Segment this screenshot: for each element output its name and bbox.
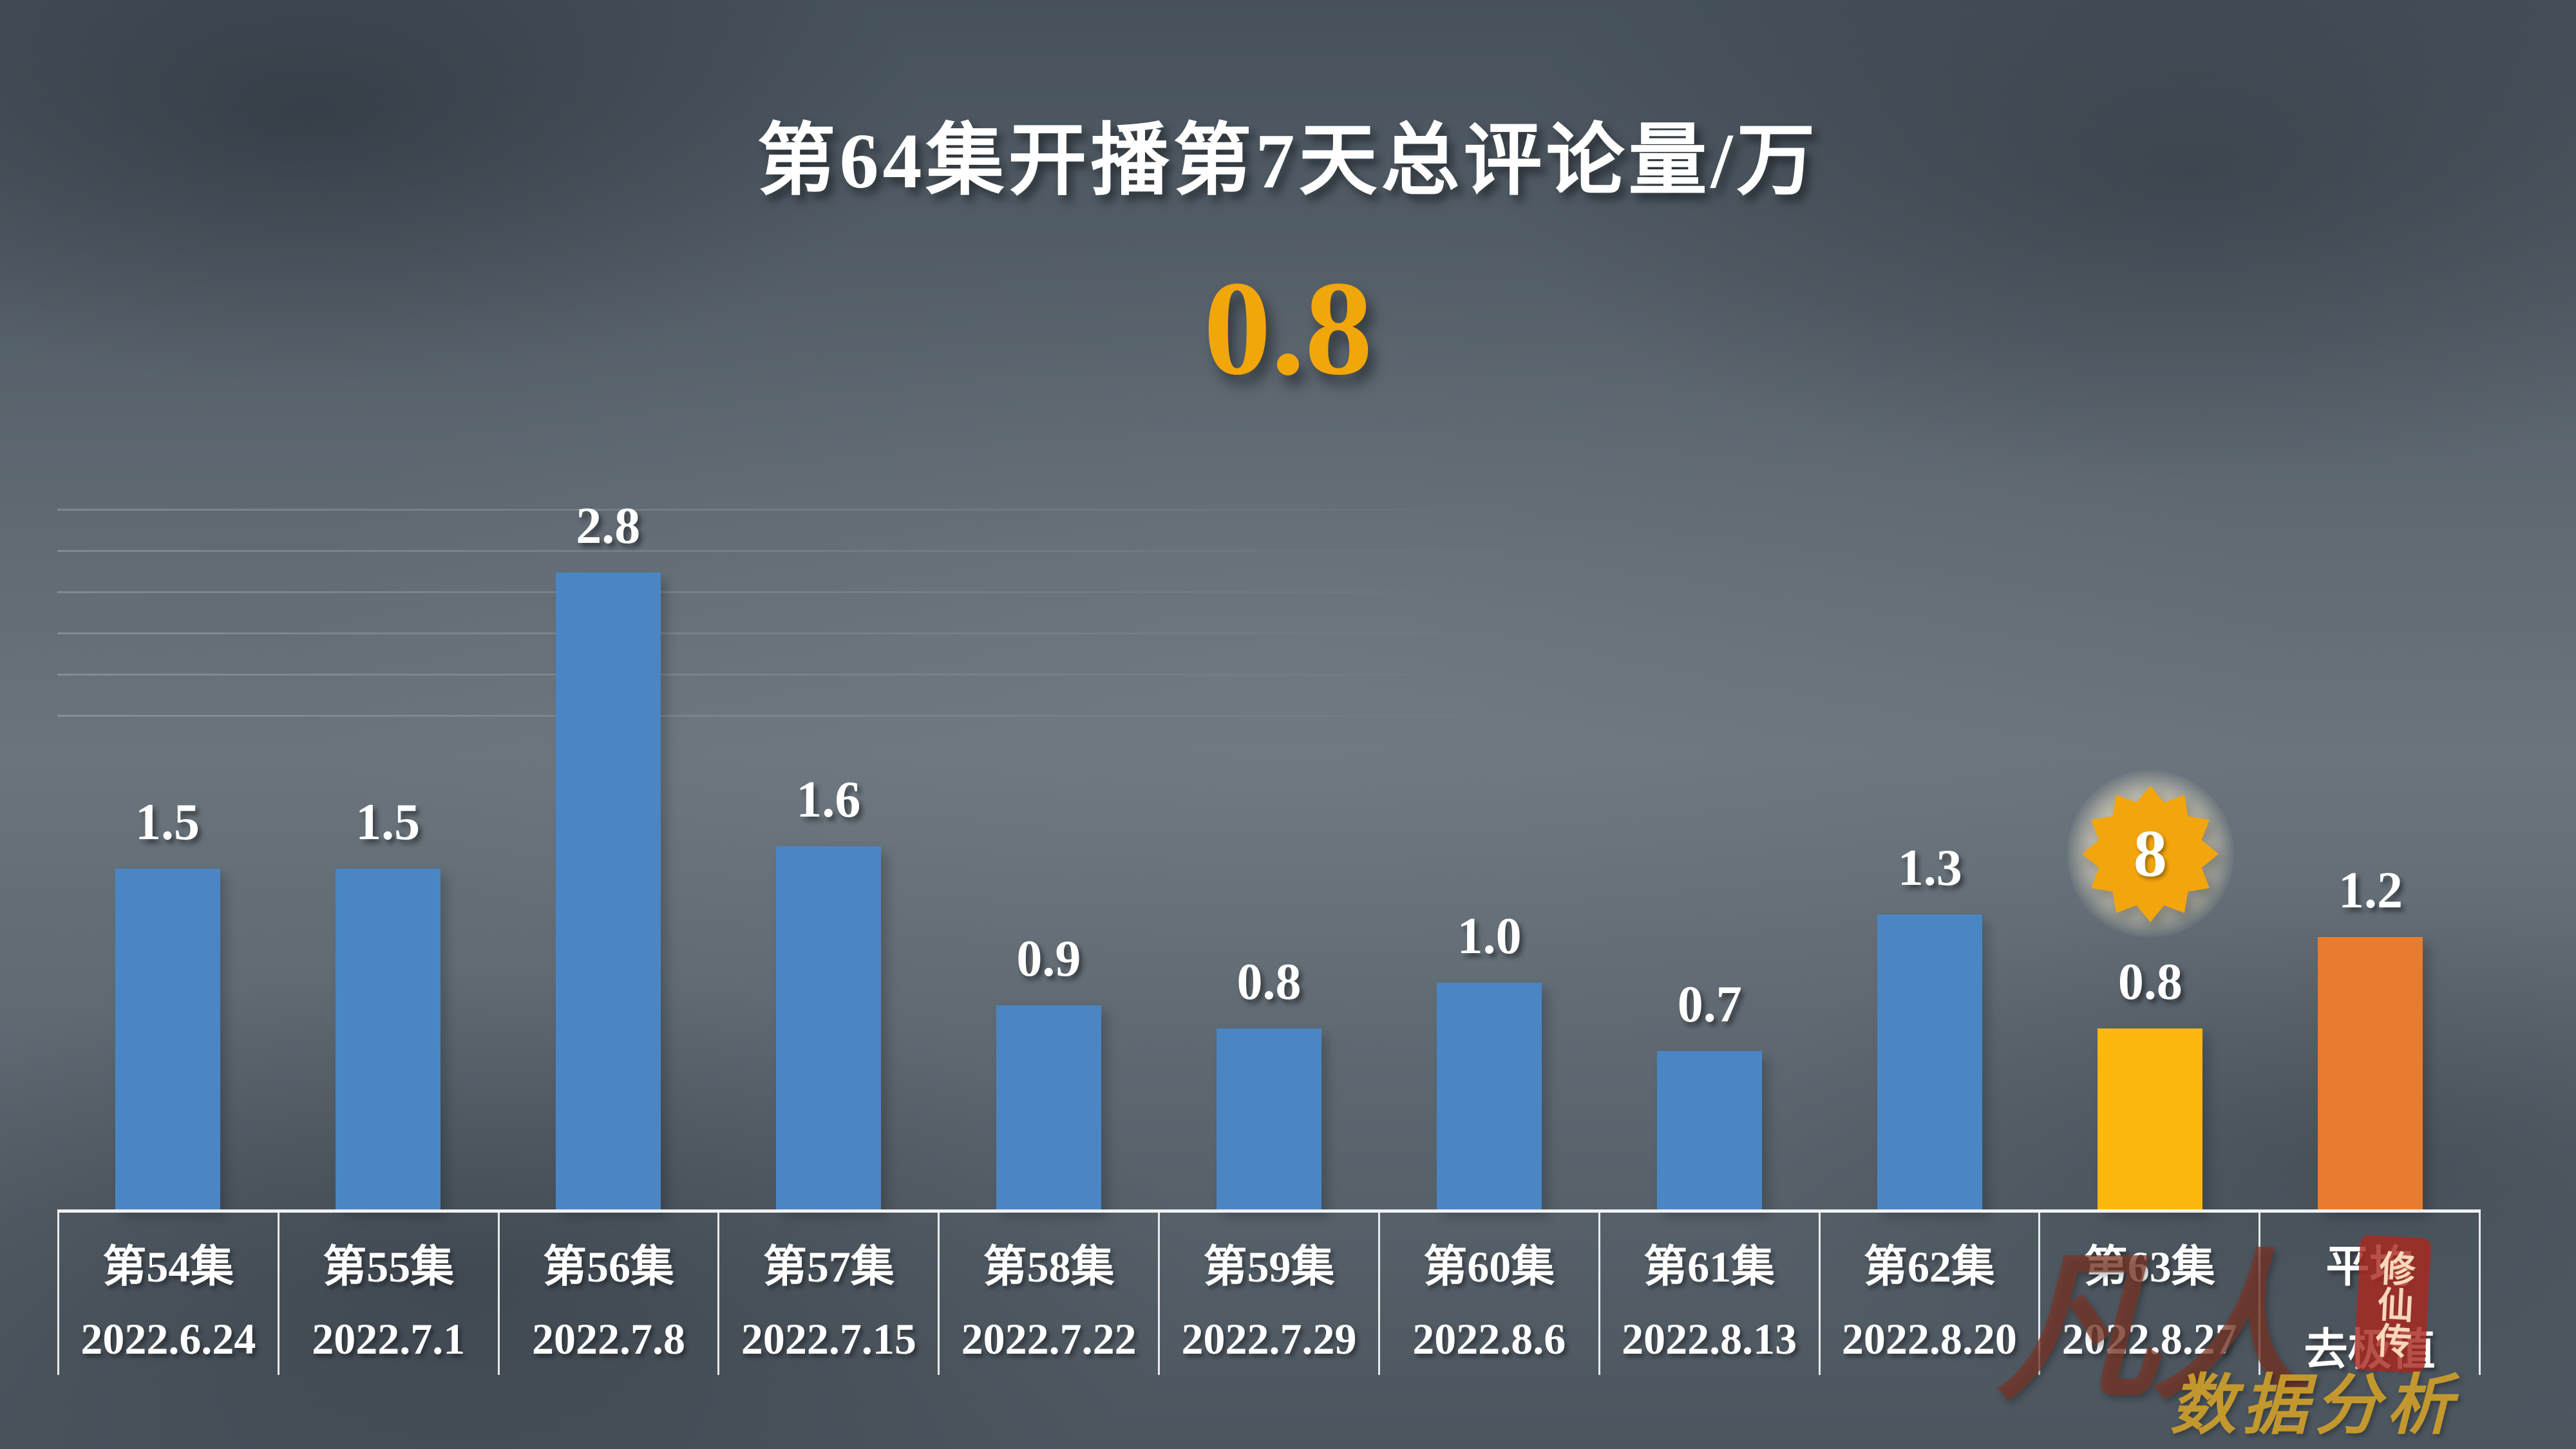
x-axis-label-cell: 第55集 2022.7.1 <box>277 1213 498 1375</box>
chart-column: 8 0.8 <box>2040 438 2260 1211</box>
bar <box>1877 914 1983 1211</box>
x-axis-label-cell: 第57集 2022.7.15 <box>717 1213 938 1375</box>
x-axis-line <box>57 1209 2481 1213</box>
x-axis-label-cell: 第61集 2022.8.13 <box>1598 1213 1819 1375</box>
episode-label: 第59集 <box>1203 1242 1335 1291</box>
bar-value-label: 0.8 <box>2117 953 2183 1010</box>
chart-title: 第64集开播第7天总评论量/万 <box>757 118 1819 205</box>
bar <box>996 1005 1101 1211</box>
x-axis-label-cell: 第62集 2022.8.20 <box>1818 1213 2039 1375</box>
episode-label: 第60集 <box>1423 1242 1555 1291</box>
date-label: 2022.7.8 <box>532 1314 686 1363</box>
chart-column: 1.2 <box>2260 438 2481 1211</box>
chart-column: 1.5 <box>57 438 278 1211</box>
bar <box>115 869 220 1211</box>
gridline <box>57 509 1803 511</box>
x-axis-label-cell: 第54集 2022.6.24 <box>57 1213 278 1375</box>
bar-value-label: 0.8 <box>1236 953 1302 1010</box>
episode-label: 第57集 <box>762 1242 895 1291</box>
bar <box>2318 937 2423 1211</box>
chart-column: 0.7 <box>1600 438 1820 1211</box>
gridline <box>57 550 1803 552</box>
bar-value-label: 0.9 <box>1016 931 1081 988</box>
gridline <box>57 591 1803 593</box>
chart-column: 0.8 <box>1159 438 1379 1211</box>
date-label: 2022.8.27 <box>2061 1314 2237 1363</box>
bar-value-label: 2.8 <box>576 497 641 554</box>
chart-column: 0.9 <box>938 438 1159 1211</box>
x-axis-label-cell: 第58集 2022.7.22 <box>938 1213 1158 1375</box>
episode-label: 第63集 <box>2083 1242 2215 1291</box>
bar-value-label: 1.6 <box>796 771 861 828</box>
episode-label: 第54集 <box>102 1242 234 1291</box>
episode-label: 第62集 <box>1863 1242 1995 1291</box>
date-label: 2022.8.13 <box>1622 1314 1797 1363</box>
starburst-icon <box>2081 785 2219 922</box>
date-label: 2022.7.1 <box>312 1314 466 1363</box>
bar-value-label: 1.5 <box>135 794 200 851</box>
chart-column: 1.5 <box>278 438 498 1211</box>
highlight-badge: 8 <box>2066 770 2234 938</box>
date-label: 2022.7.29 <box>1181 1314 1357 1363</box>
episode-label: 第55集 <box>323 1242 455 1291</box>
episode-label: 平均 <box>2325 1242 2414 1291</box>
gridline <box>57 632 1803 634</box>
chart-column: 1.6 <box>718 438 938 1211</box>
x-axis-label-cell: 第59集 2022.7.29 <box>1158 1213 1378 1375</box>
date-label: 2022.7.22 <box>961 1314 1137 1363</box>
date-label: 2022.6.24 <box>80 1314 256 1363</box>
bar-value-label: 1.5 <box>355 794 421 851</box>
bar-columns: 1.5 1.5 2.8 1.6 0.9 0.8 1.0 0.7 1.3 8 0.8 1.2 <box>57 438 2481 1211</box>
chart-column: 1.0 <box>1379 438 1600 1211</box>
bar <box>775 846 881 1211</box>
date-label: 2022.8.6 <box>1412 1314 1566 1363</box>
chart-column: 2.8 <box>498 438 718 1211</box>
x-axis-label-cell: 第56集 2022.7.8 <box>497 1213 718 1375</box>
headline-value: 0.8 <box>1203 254 1373 403</box>
episode-label: 第58集 <box>983 1242 1115 1291</box>
gridline <box>57 715 1803 717</box>
bar-value-label: 1.0 <box>1457 908 1522 965</box>
chart-column: 1.3 <box>1820 438 2040 1211</box>
gridline <box>57 674 1803 676</box>
episode-label: 第61集 <box>1643 1242 1776 1291</box>
date-label: 去极值 <box>2304 1325 2436 1374</box>
x-axis-label-cell: 平均 去极值 <box>2259 1213 2481 1375</box>
x-axis-label-cell: 第60集 2022.8.6 <box>1378 1213 1598 1375</box>
bar-chart: 1.5 1.5 2.8 1.6 0.9 0.8 1.0 0.7 1.3 8 0.8 1.2 <box>57 438 2481 1211</box>
bar <box>1657 1051 1763 1211</box>
bar <box>2098 1028 2203 1211</box>
x-axis-labels: 第54集 2022.6.24 第55集 2022.7.1 第56集 2022.7.8 第57… <box>57 1213 2481 1375</box>
bar-value-label: 1.2 <box>2338 862 2403 920</box>
bar <box>1217 1028 1322 1211</box>
bar <box>335 869 440 1211</box>
bar <box>1437 983 1542 1211</box>
bar-value-label: 1.3 <box>1897 839 1962 896</box>
date-label: 2022.8.20 <box>1841 1314 2017 1363</box>
bar <box>555 572 661 1211</box>
badge-value: 8 <box>2133 817 2167 891</box>
episode-label: 第56集 <box>543 1242 675 1291</box>
x-axis-label-cell: 第63集 2022.8.27 <box>2038 1213 2259 1375</box>
bar-value-label: 0.7 <box>1677 976 1742 1034</box>
date-label: 2022.7.15 <box>741 1314 916 1363</box>
